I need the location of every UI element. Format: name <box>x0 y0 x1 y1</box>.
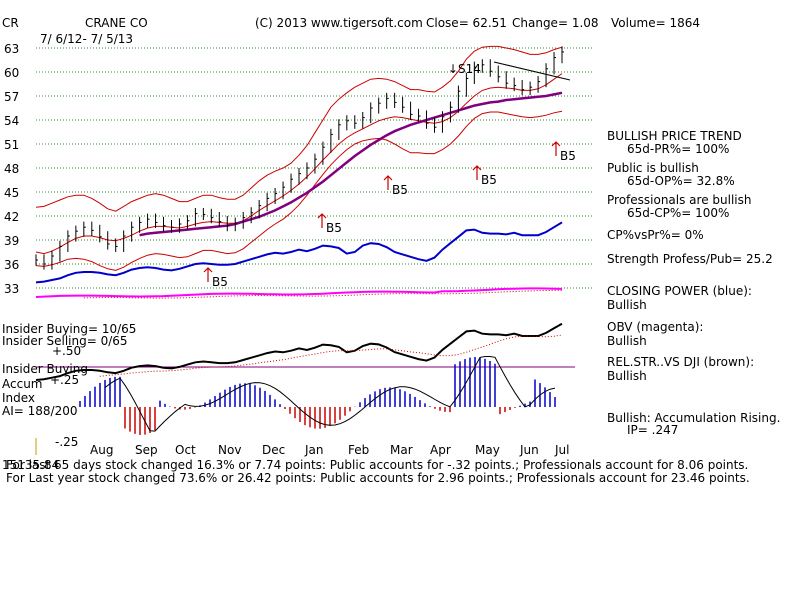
obv-label: OBV (magenta): <box>607 320 704 334</box>
x-tick-label: Jan <box>304 443 324 457</box>
x-tick-label: Jun <box>519 443 539 457</box>
trend-line <box>493 61 571 81</box>
copyright-site: (C) 2013 www.tigersoft.com <box>255 16 423 30</box>
public-title: Public is bullish <box>607 161 699 175</box>
relative-strength-line <box>35 322 563 381</box>
change-value: Change= 1.08 <box>512 16 599 30</box>
pr-value: 65d-PR%= 100% <box>627 142 730 156</box>
accum-tick-bottom: -.25 <box>55 435 79 449</box>
date-range: 7/ 6/12- 7/ 5/13 <box>40 32 134 46</box>
relstr-label: REL.STR..VS DJI (brown): <box>607 355 755 369</box>
fast-ma-line <box>35 73 563 255</box>
x-tick-label: Sep <box>135 443 158 457</box>
buy-signal-arrow <box>383 175 393 190</box>
company-title: CRANE CO <box>85 16 148 30</box>
buy-signal-label: B5 <box>481 173 497 187</box>
x-tick-label: Dec <box>262 443 285 457</box>
accum-label: Accum <box>2 377 43 391</box>
ticker: CR <box>2 16 19 30</box>
sell-signal-label: ↓S14 <box>448 62 481 76</box>
insider-buying-ratio: Insider Buying= 10/65 <box>2 322 137 336</box>
cp-vs-pr: CP%vsPr%= 0% <box>607 228 704 242</box>
x-tick-label: Feb <box>348 443 369 457</box>
footer-65day: For last 65 days stock changed 16.3% or … <box>6 458 749 472</box>
insider-buying-label: Insider Buying <box>2 362 88 376</box>
volume-value: Volume= 1864 <box>611 16 701 30</box>
upper-band-line <box>35 45 563 212</box>
slow-ma-line <box>139 91 563 237</box>
buy-signal-label: B5 <box>560 149 576 163</box>
y-tick-label: 57 <box>4 90 19 104</box>
trend-title: BULLISH PRICE TREND <box>607 129 742 143</box>
lower-band-line <box>35 110 563 271</box>
accum-ma-line <box>104 356 556 432</box>
y-tick-label: 39 <box>4 234 19 248</box>
buy-signal-label: B5 <box>392 183 408 197</box>
y-tick-label: 51 <box>4 138 19 152</box>
x-tick-label: Apr <box>430 443 451 457</box>
x-tick-label: Oct <box>175 443 196 457</box>
footer-year: For Last year stock changed 73.6% or 26.… <box>6 471 750 485</box>
close-value: Close= 62.51 <box>426 16 507 30</box>
x-tick-label: Aug <box>90 443 113 457</box>
y-tick-label: 45 <box>4 186 19 200</box>
x-tick-label: Nov <box>218 443 241 457</box>
accum-tick-mid: +.50 <box>52 344 82 358</box>
ip-value: IP= .247 <box>627 423 679 437</box>
obv-line <box>35 287 563 298</box>
pros-title: Professionals are bullish <box>607 193 752 207</box>
y-tick-label: 36 <box>4 258 19 272</box>
relative-strength-ma-line <box>99 334 563 377</box>
buy-signal-arrow <box>317 213 327 228</box>
buy-signal-label: B5 <box>326 221 342 235</box>
closing-power-status: Bullish <box>607 298 647 312</box>
y-tick-label: 33 <box>4 282 19 296</box>
y-tick-label: 60 <box>4 66 19 80</box>
buy-signal-arrow <box>203 267 213 282</box>
obv-status: Bullish <box>607 334 647 348</box>
closing-power-label: CLOSING POWER (blue): <box>607 284 752 298</box>
x-tick-label: May <box>475 443 500 457</box>
accum-tick-top: +.25 <box>50 373 80 387</box>
insider-selling-ratio: Insider Selling= 0/65 <box>2 334 128 348</box>
y-tick-label: 48 <box>4 162 19 176</box>
op-value: 65d-OP%= 32.8% <box>627 174 735 188</box>
relstr-status: Bullish <box>607 369 647 383</box>
ai-value: AI= 188/200 <box>2 404 78 418</box>
closing-power-line <box>35 221 563 284</box>
y-tick-label: 42 <box>4 210 19 224</box>
x-tick-label: Jul <box>554 443 569 457</box>
buy-signal-arrow <box>551 141 561 156</box>
index-label: Index <box>2 391 36 405</box>
cp-value: 65d-CP%= 100% <box>627 206 730 220</box>
strength-ratio: Strength Profess/Pub= 25.2 <box>607 252 773 266</box>
buy-signal-arrow <box>472 165 482 180</box>
accum-status: Bullish: Accumulation Rising. <box>607 411 781 425</box>
y-tick-label: 54 <box>4 114 19 128</box>
y-tick-label: 63 <box>4 42 19 56</box>
x-tick-label: Mar <box>390 443 413 457</box>
buy-signal-label: B5 <box>212 275 228 289</box>
footer-overlap: 15135.84 <box>2 458 60 472</box>
